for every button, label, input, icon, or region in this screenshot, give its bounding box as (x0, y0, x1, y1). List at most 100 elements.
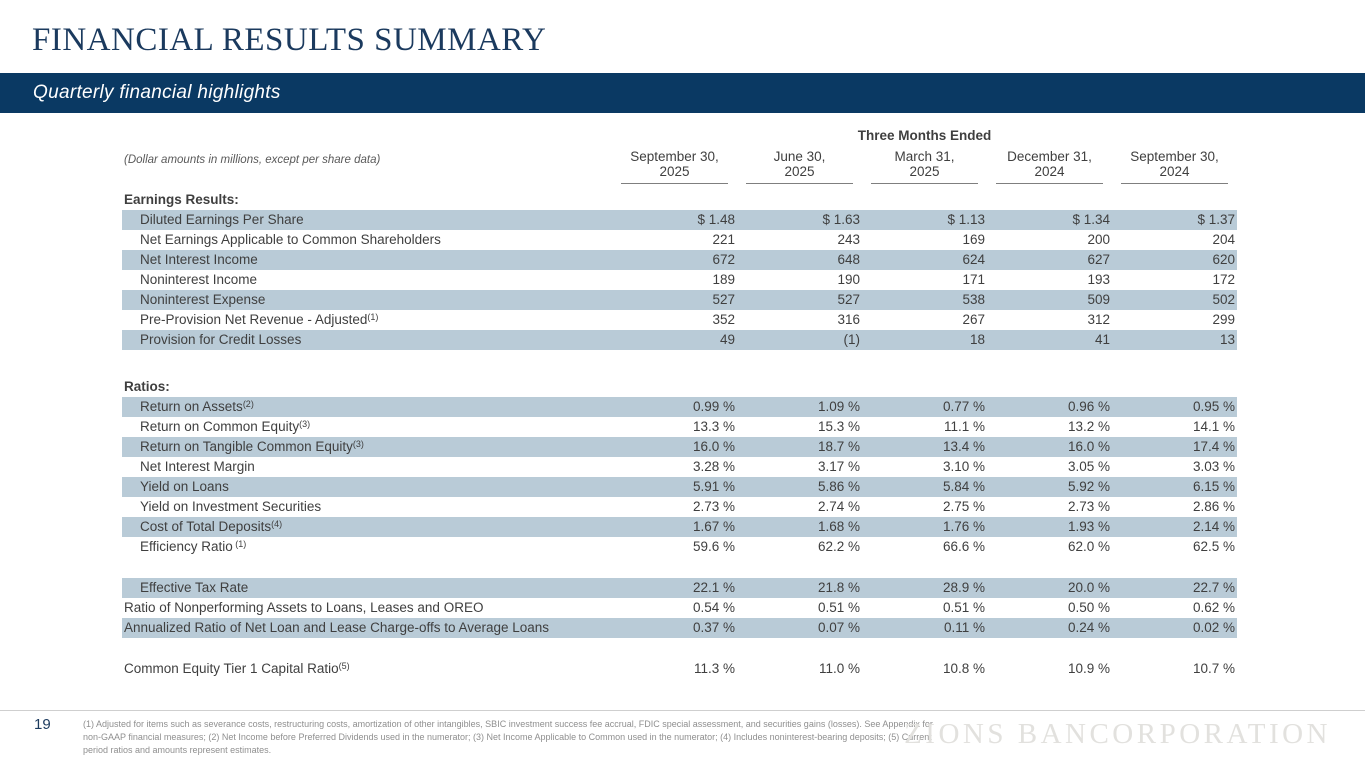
cell-value: 2.86 % (1192, 499, 1235, 514)
cell-value: 2.14 % (1192, 519, 1235, 534)
cell-value: 648 (837, 252, 860, 267)
cell-value: 624 (962, 252, 985, 267)
cell-value: $ 1.13 (947, 212, 985, 227)
cell-value: 3.28 % (692, 459, 735, 474)
footnote-reference: (1) (367, 312, 379, 322)
table-section: Earnings Results: Diluted Earnings Per Sh… (122, 190, 1237, 350)
row-label: Ratio of Nonperforming Assets to Loans, … (124, 600, 484, 615)
column-header-sep-30-2024: September 30, 2024 (1121, 147, 1228, 184)
cell-value: 0.24 % (1067, 620, 1110, 635)
column-header-jun-30-2025: June 30, 2025 (746, 147, 853, 184)
cell-value: 5.84 % (942, 479, 985, 494)
row-label: Net Interest Margin (140, 459, 255, 474)
section-heading: Ratios: (124, 379, 170, 394)
cell-value: 0.62 % (1192, 600, 1235, 615)
cell-value: 2.75 % (942, 499, 985, 514)
page-title: FINANCIAL RESULTS SUMMARY (32, 22, 547, 58)
footnote: (1) Adjusted for items such as severance… (83, 719, 933, 755)
table-section: Effective Tax Rate 22.1 % 21.8 % 28.9 % 20.0… (122, 578, 1237, 638)
cell-value: 527 (712, 292, 735, 307)
cell-value: 2.74 % (817, 499, 860, 514)
cell-value: 62.2 % (817, 539, 860, 554)
row-label: Yield on Investment Securities (140, 499, 322, 514)
footnote-reference: (4) (271, 519, 283, 529)
cell-value: 2.73 % (1067, 499, 1110, 514)
cell-value: 1.93 % (1067, 519, 1110, 534)
row-label: Annualized Ratio of Net Loan and Lease C… (124, 620, 550, 635)
cell-value: 10.9 % (1067, 661, 1110, 676)
cell-value: 49 (719, 332, 735, 347)
cell-value: 189 (712, 272, 735, 287)
slide-subtitle: Quarterly financial highlights (33, 82, 281, 103)
cell-value: 5.86 % (817, 479, 860, 494)
table-row: Return on Tangible Common Equity(3) 16.0 … (122, 437, 1237, 457)
column-header-mar-31-2025: March 31, 2025 (871, 147, 978, 184)
row-label: Noninterest Income (140, 272, 258, 287)
table-row: Efficiency Ratio (1) 59.6 % 62.2 % 66.6 % 62… (122, 537, 1237, 557)
cell-value: 28.9 % (942, 580, 985, 595)
column-header-sep-30-2025: September 30, 2025 (621, 147, 728, 184)
cell-value: 18 (969, 332, 985, 347)
row-label: Pre-Provision Net Revenue - Adjusted(1) (140, 312, 379, 327)
cell-value: 1.76 % (942, 519, 985, 534)
cell-value: 0.51 % (817, 600, 860, 615)
cell-value: 352 (712, 312, 735, 327)
cell-value: 66.6 % (942, 539, 985, 554)
subtitle-bar: Quarterly financial highlights (0, 73, 1365, 113)
cell-value: 5.91 % (692, 479, 735, 494)
table-row: Return on Common Equity(3) 13.3 % 15.3 % 11… (122, 417, 1237, 437)
cell-value: $ 1.37 (1197, 212, 1235, 227)
cell-value: 3.17 % (817, 459, 860, 474)
cell-value: 13.4 % (942, 439, 985, 454)
cell-value: 193 (1087, 272, 1110, 287)
row-label: Net Earnings Applicable to Common Shareh… (140, 232, 441, 247)
cell-value: 221 (712, 232, 735, 247)
cell-value: 0.96 % (1067, 399, 1110, 414)
table-row: Noninterest Expense 527 527 538 509 502 (122, 290, 1237, 310)
table-row: Return on Assets(2) 0.99 % 1.09 % 0.77 % 0.9… (122, 397, 1237, 417)
cell-value: 3.03 % (1192, 459, 1235, 474)
table-row: Net Interest Income 672 648 624 627 620 (122, 250, 1237, 270)
section-heading: Earnings Results: (124, 192, 239, 207)
column-header-row: (Dollar amounts in millions, except per … (122, 147, 1237, 184)
cell-value: 169 (962, 232, 985, 247)
table-row: Provision for Credit Losses 49 (1) 18 41 13 (122, 330, 1237, 350)
cell-value: 672 (712, 252, 735, 267)
row-label: Return on Assets(2) (140, 399, 254, 414)
cell-value: 10.8 % (942, 661, 985, 676)
cell-value: 17.4 % (1192, 439, 1235, 454)
cell-value: 11.0 % (818, 661, 860, 676)
cell-value: 0.54 % (692, 600, 735, 615)
cell-value: 316 (837, 312, 860, 327)
row-label: Net Interest Income (140, 252, 258, 267)
cell-value: 20.0 % (1067, 580, 1110, 595)
row-label: Return on Tangible Common Equity(3) (140, 439, 364, 454)
row-label: Efficiency Ratio (1) (140, 539, 247, 554)
row-label: Diluted Earnings Per Share (140, 212, 304, 227)
cell-value: 11.1 % (943, 419, 985, 434)
cell-value: (1) (843, 332, 861, 347)
cell-value: 172 (1212, 272, 1235, 287)
cell-value: 16.0 % (1067, 439, 1110, 454)
row-label: Noninterest Expense (140, 292, 266, 307)
table-section: Ratios: Return on Assets(2) 0.99 % 1.09 % 0.… (122, 377, 1237, 557)
cell-value: 267 (962, 312, 985, 327)
cell-value: 538 (962, 292, 985, 307)
cell-value: 22.7 % (1192, 580, 1235, 595)
footnote-reference: (5) (338, 661, 350, 671)
cell-value: 22.1 % (692, 580, 735, 595)
cell-value: $ 1.48 (697, 212, 735, 227)
page-number: 19 (34, 716, 51, 733)
table-row: Noninterest Income 189 190 171 193 172 (122, 270, 1237, 290)
cell-value: 502 (1212, 292, 1235, 307)
cell-value: 62.5 % (1192, 539, 1235, 554)
cell-value: 0.99 % (692, 399, 735, 414)
cell-value: 5.92 % (1067, 479, 1110, 494)
cell-value: 3.10 % (942, 459, 985, 474)
cell-value: 312 (1087, 312, 1110, 327)
column-header-dec-31-2024: December 31, 2024 (996, 147, 1103, 184)
table-row: Diluted Earnings Per Share $ 1.48 $ 1.63 $ … (122, 210, 1237, 230)
cell-value: $ 1.34 (1072, 212, 1110, 227)
table-row: Net Earnings Applicable to Common Shareh… (122, 230, 1237, 250)
cell-value: 0.37 % (692, 620, 735, 635)
